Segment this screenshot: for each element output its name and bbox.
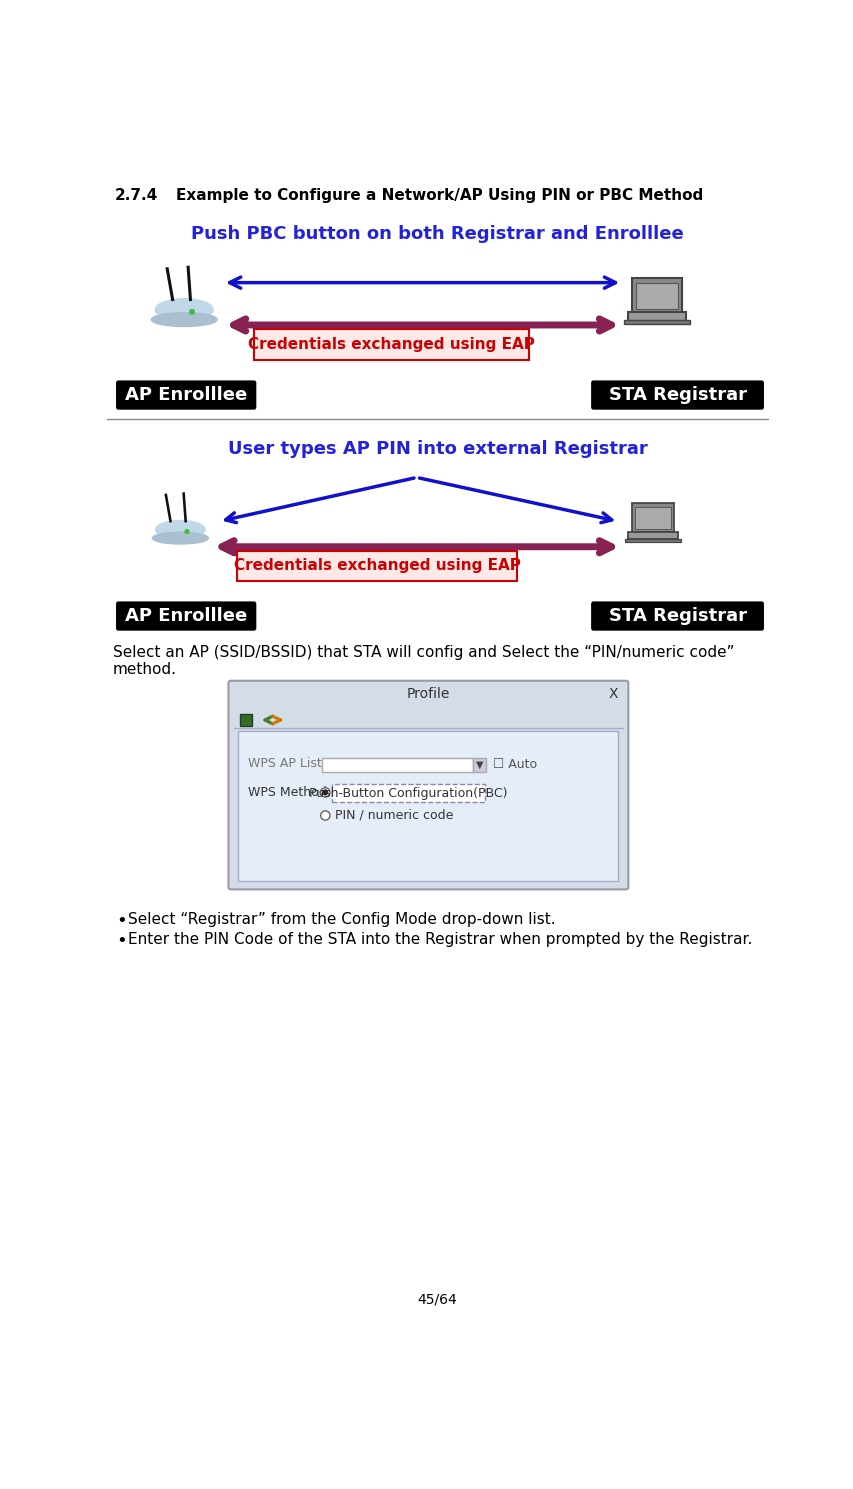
Ellipse shape xyxy=(151,313,217,326)
Text: PIN / numeric code: PIN / numeric code xyxy=(334,809,452,822)
Text: Push-Button Configuration(PBC): Push-Button Configuration(PBC) xyxy=(309,786,507,800)
Circle shape xyxy=(189,310,194,314)
Text: X: X xyxy=(608,686,618,701)
FancyBboxPatch shape xyxy=(635,506,670,529)
FancyBboxPatch shape xyxy=(236,551,517,581)
FancyBboxPatch shape xyxy=(624,320,688,325)
FancyBboxPatch shape xyxy=(631,503,673,532)
Circle shape xyxy=(320,812,329,820)
FancyBboxPatch shape xyxy=(332,783,485,803)
FancyBboxPatch shape xyxy=(590,380,763,409)
FancyBboxPatch shape xyxy=(635,283,677,308)
FancyBboxPatch shape xyxy=(228,680,628,889)
FancyBboxPatch shape xyxy=(590,602,763,631)
FancyBboxPatch shape xyxy=(253,329,529,360)
Text: Credentials exchanged using EAP: Credentials exchanged using EAP xyxy=(248,337,534,351)
Text: 2.7.4: 2.7.4 xyxy=(114,188,158,203)
Text: Example to Configure a Network/AP Using PIN or PBC Method: Example to Configure a Network/AP Using … xyxy=(177,188,703,203)
FancyBboxPatch shape xyxy=(238,731,618,881)
Text: •: • xyxy=(116,932,126,950)
Text: WPS Method: WPS Method xyxy=(247,786,326,800)
Text: 45/64: 45/64 xyxy=(417,1292,457,1307)
FancyBboxPatch shape xyxy=(631,278,681,311)
FancyBboxPatch shape xyxy=(116,602,256,631)
FancyBboxPatch shape xyxy=(627,532,677,539)
Text: STA Registrar: STA Registrar xyxy=(608,608,746,625)
Text: method.: method. xyxy=(113,663,177,677)
Circle shape xyxy=(185,530,189,533)
Text: ☐ Auto: ☐ Auto xyxy=(492,758,537,771)
FancyBboxPatch shape xyxy=(627,311,686,322)
Text: Select “Registrar” from the Config Mode drop-down list.: Select “Registrar” from the Config Mode … xyxy=(128,911,555,926)
Text: Profile: Profile xyxy=(406,686,450,701)
Ellipse shape xyxy=(155,521,205,539)
Ellipse shape xyxy=(155,299,213,320)
Circle shape xyxy=(322,791,328,795)
Text: User types AP PIN into external Registrar: User types AP PIN into external Registra… xyxy=(228,441,647,459)
FancyBboxPatch shape xyxy=(240,713,252,727)
FancyBboxPatch shape xyxy=(232,685,624,706)
Text: WPS AP List: WPS AP List xyxy=(247,758,322,770)
Text: ▼: ▼ xyxy=(475,759,483,770)
Circle shape xyxy=(320,788,329,797)
FancyBboxPatch shape xyxy=(322,758,473,771)
FancyBboxPatch shape xyxy=(624,539,680,542)
FancyBboxPatch shape xyxy=(473,758,485,771)
Text: Push PBC button on both Registrar and Enrolllee: Push PBC button on both Registrar and En… xyxy=(191,225,683,243)
Text: •: • xyxy=(116,911,126,929)
FancyBboxPatch shape xyxy=(116,380,256,409)
Text: Select an AP (SSID/BSSID) that STA will config and Select the “PIN/numeric code”: Select an AP (SSID/BSSID) that STA will … xyxy=(113,645,734,660)
Text: AP Enrolllee: AP Enrolllee xyxy=(125,386,247,404)
Text: Enter the PIN Code of the STA into the Registrar when prompted by the Registrar.: Enter the PIN Code of the STA into the R… xyxy=(128,932,752,947)
Ellipse shape xyxy=(152,532,208,543)
Text: STA Registrar: STA Registrar xyxy=(608,386,746,404)
Text: Credentials exchanged using EAP: Credentials exchanged using EAP xyxy=(234,558,520,573)
Text: AP Enrolllee: AP Enrolllee xyxy=(125,608,247,625)
